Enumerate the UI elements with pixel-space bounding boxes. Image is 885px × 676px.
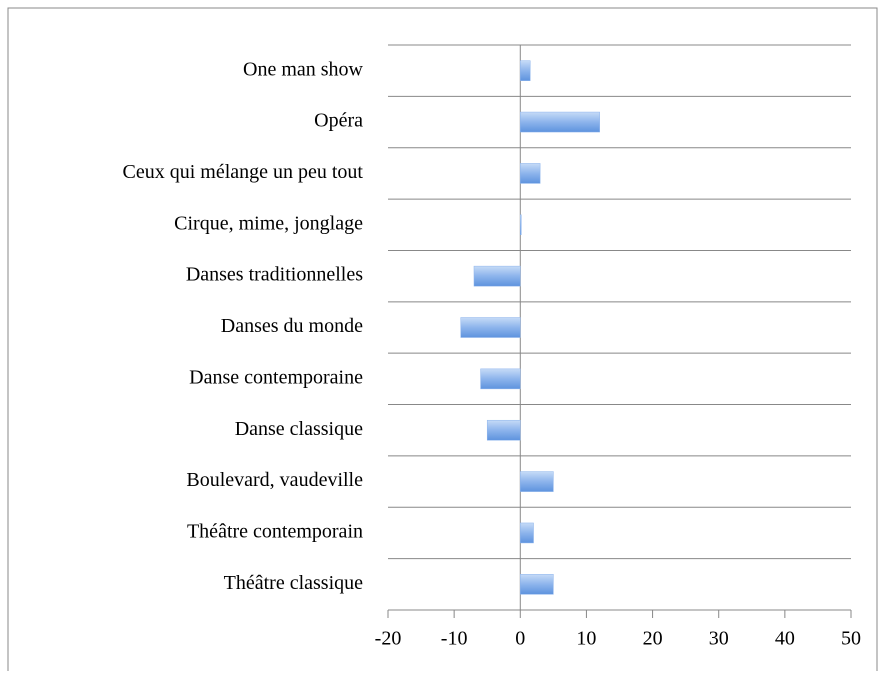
x-tick-label: 10 <box>576 628 596 650</box>
bar <box>520 522 534 544</box>
y-tick-label: Théâtre contemporain <box>187 521 363 543</box>
x-tick-label: 30 <box>709 628 729 650</box>
bar <box>473 265 521 287</box>
x-tick-label: -20 <box>375 628 402 650</box>
y-tick-label: Ceux qui mélange un peu tout <box>122 161 363 183</box>
bar <box>520 60 531 81</box>
bar <box>480 368 521 390</box>
bar <box>520 574 554 595</box>
x-tick-label: 0 <box>515 628 525 650</box>
y-tick-label: Danse classique <box>235 418 363 440</box>
y-tick-label: One man show <box>243 58 364 80</box>
x-tick-label: 50 <box>841 628 861 650</box>
bar <box>520 163 541 184</box>
bar <box>460 317 521 338</box>
y-tick-label: Danse contemporaine <box>189 366 363 388</box>
x-tick-label: 40 <box>775 628 795 650</box>
y-tick-label: Boulevard, vaudeville <box>186 469 363 491</box>
bar <box>520 214 522 236</box>
bar <box>486 419 521 441</box>
y-tick-label: Opéra <box>314 110 363 132</box>
y-tick-label: Théâtre classique <box>224 572 363 594</box>
y-tick-label: Cirque, mime, jonglage <box>174 212 363 234</box>
chart-frame <box>7 7 878 676</box>
bar <box>520 471 554 492</box>
x-tick-label: -10 <box>441 628 468 650</box>
x-tick-label: 20 <box>643 628 663 650</box>
y-tick-label: Danses traditionnelles <box>186 264 363 286</box>
bar <box>520 111 600 133</box>
y-tick-label: Danses du monde <box>221 315 363 337</box>
